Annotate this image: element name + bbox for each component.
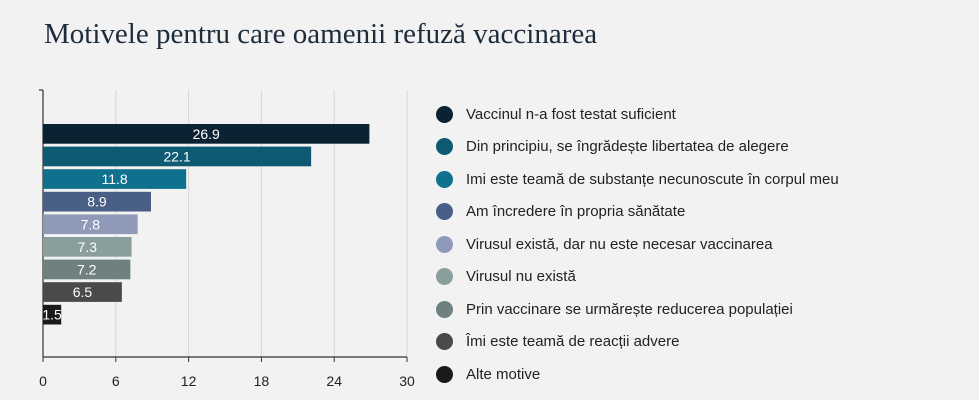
legend-swatch: [436, 170, 453, 188]
legend-item: Îmi este teamă de reacții advere: [436, 326, 956, 359]
bar-value-label: 11.8: [101, 171, 127, 187]
legend-label: Virusul nu există: [466, 268, 576, 286]
legend-label: Am încredere în propria sănătate: [466, 203, 686, 221]
legend-label: Îmi este teamă de reacții advere: [466, 333, 680, 351]
legend-swatch: [436, 203, 453, 221]
bar-value-label: 1.5: [42, 307, 62, 323]
legend-item: Vaccinul n-a fost testat suficient: [436, 98, 956, 131]
legend-item: Virusul nu există: [436, 261, 956, 294]
x-tick-label: 6: [112, 373, 120, 389]
legend-swatch: [436, 365, 453, 383]
legend-label: Din principiu, se îngrădește libertatea …: [466, 138, 789, 156]
bar-value-label: 22.1: [163, 148, 190, 164]
bar-value-label: 7.8: [81, 216, 101, 232]
legend-swatch: [436, 235, 453, 253]
legend-label: Imi este teamă de substanțe necunoscute …: [466, 170, 839, 188]
x-tick-label: 30: [399, 373, 415, 389]
bar-value-label: 7.2: [77, 261, 97, 277]
x-tick-label: 18: [254, 373, 270, 389]
legend-label: Alte motive: [466, 365, 541, 383]
bar: [43, 304, 62, 325]
legend-item: Alte motive: [436, 358, 956, 391]
bar: [43, 259, 131, 280]
bar-value-label: 6.5: [73, 284, 93, 300]
chart-title: Motivele pentru care oamenii refuză vacc…: [44, 18, 598, 50]
legend-item: Din principiu, se îngrădește libertatea …: [436, 131, 956, 164]
chart-legend: Vaccinul n-a fost testat suficient Din pr…: [436, 98, 956, 391]
legend-label: Vaccinul n-a fost testat suficient: [466, 105, 676, 123]
legend-item: Prin vaccinare se urmărește reducerea po…: [436, 293, 956, 326]
x-tick-label: 12: [181, 373, 197, 389]
bar: [43, 237, 132, 257]
legend-item: Virusul există, dar nu este necesar vacc…: [436, 228, 956, 261]
bar: [43, 169, 187, 189]
legend-label: Virusul există, dar nu este necesar vacc…: [466, 235, 773, 253]
legend-item: Am încredere în propria sănătate: [436, 196, 956, 229]
x-tick-label: 0: [39, 373, 47, 389]
legend-swatch: [436, 300, 453, 318]
bar: [43, 282, 122, 302]
legend-item: Imi este teamă de substanțe necunoscute …: [436, 163, 956, 196]
bar-chart: 0 6 12 18 24 30 26.922.1 11.8 8.9 7.8 7.3 7.2 6.5 1.5: [39, 89, 415, 389]
bar-value-label: 26.9: [193, 126, 220, 142]
bar: [43, 124, 370, 144]
legend-swatch: [436, 333, 453, 351]
legend-swatch: [436, 268, 453, 286]
bar: [43, 146, 312, 167]
bar: [43, 214, 138, 235]
x-tick-label: 24: [326, 373, 342, 389]
legend-swatch: [436, 105, 453, 123]
bar: [43, 191, 151, 212]
legend-swatch: [436, 138, 453, 156]
bar-value-label: 7.3: [78, 239, 98, 255]
legend-label: Prin vaccinare se urmărește reducerea po…: [466, 300, 793, 318]
bar-value-label: 8.9: [87, 194, 107, 210]
